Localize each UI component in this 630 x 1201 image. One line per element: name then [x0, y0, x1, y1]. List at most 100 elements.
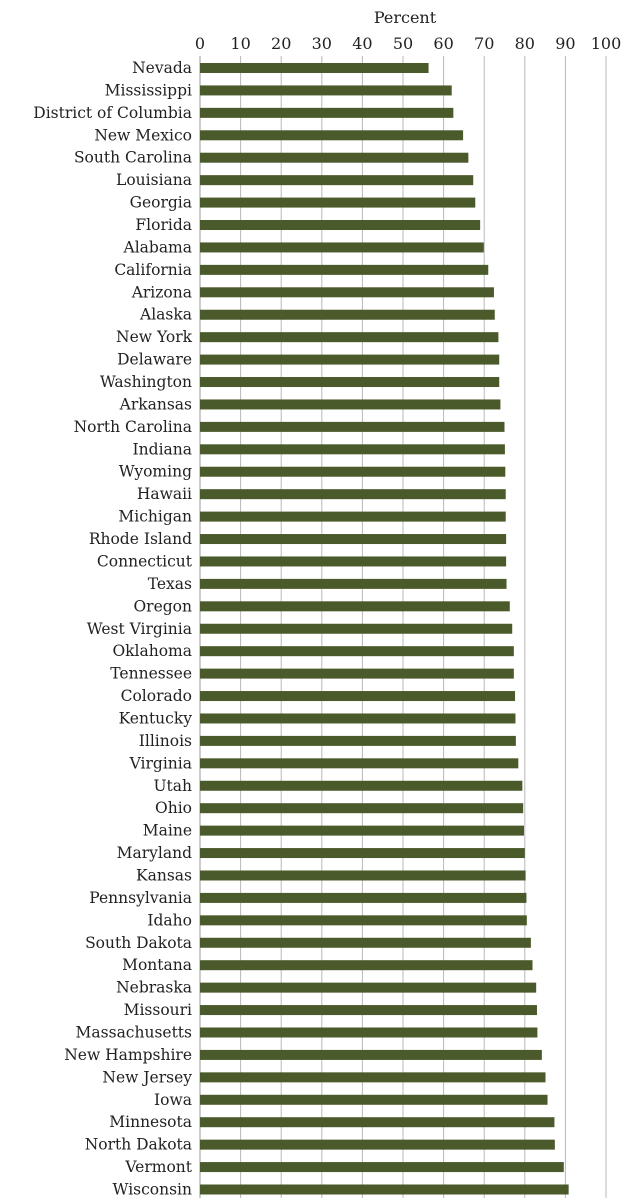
bar	[200, 691, 516, 702]
category-label: Hawaii	[137, 485, 192, 503]
bar	[200, 309, 495, 320]
category-label: Wisconsin	[113, 1181, 192, 1199]
x-axis-title: Percent	[374, 8, 437, 27]
category-label: Delaware	[117, 351, 192, 369]
bar	[200, 107, 454, 118]
category-label: Oklahoma	[112, 642, 192, 660]
bar	[200, 421, 505, 432]
bar	[200, 377, 500, 388]
category-labels: Nevada Mississippi District of Columbia New…	[33, 59, 192, 1199]
bar	[200, 825, 524, 836]
bars	[200, 63, 569, 1195]
category-label: Maryland	[117, 844, 192, 862]
bar	[200, 220, 481, 231]
bar	[200, 578, 507, 589]
x-tick-label: 20	[271, 34, 291, 53]
category-label: Michigan	[118, 508, 192, 526]
bar	[200, 1027, 538, 1038]
category-label: Kansas	[136, 866, 192, 884]
bar	[200, 130, 464, 141]
bar	[200, 937, 531, 948]
x-tick-label: 0	[195, 34, 205, 53]
bar	[200, 332, 499, 343]
category-label: Vermont	[124, 1158, 192, 1176]
bar	[200, 1139, 555, 1150]
x-tick-labels: 0 10 20 30 40 50 60 70 80 90 100	[195, 34, 621, 53]
bar	[200, 197, 476, 208]
bar	[200, 1005, 537, 1016]
bar	[200, 870, 526, 881]
bar	[200, 646, 514, 657]
category-label: Virginia	[129, 754, 192, 772]
bar	[200, 63, 429, 73]
bar	[200, 556, 507, 567]
x-tick-label: 30	[312, 34, 332, 53]
category-label: Alaska	[139, 306, 192, 324]
category-label: Massachusetts	[76, 1023, 192, 1041]
category-label: South Dakota	[85, 934, 192, 952]
bar	[200, 466, 506, 477]
category-label: Tennessee	[110, 665, 192, 683]
category-label: West Virginia	[87, 620, 192, 638]
category-label: Louisiana	[116, 171, 192, 189]
category-label: Colorado	[121, 687, 192, 705]
bar	[200, 1072, 546, 1083]
bar	[200, 175, 474, 186]
category-label: Wyoming	[119, 463, 192, 481]
bar	[200, 915, 527, 926]
category-label: Arizona	[131, 283, 192, 301]
x-tick-label: 60	[433, 34, 453, 53]
bar	[200, 399, 501, 410]
category-label: Idaho	[147, 911, 192, 929]
bar	[200, 601, 510, 612]
bar	[200, 982, 537, 993]
category-label: Illinois	[139, 732, 192, 750]
category-label: Minnesota	[109, 1113, 192, 1131]
bar	[200, 623, 513, 634]
bar	[200, 354, 500, 365]
category-label: Kentucky	[119, 709, 193, 727]
bar	[200, 534, 507, 545]
x-tick-label: 90	[555, 34, 575, 53]
category-label: Connecticut	[97, 552, 193, 570]
bar	[200, 511, 506, 522]
category-label: Oregon	[133, 597, 192, 615]
category-label: Utah	[153, 777, 192, 795]
category-label: South Carolina	[74, 149, 192, 167]
x-tick-label: 50	[393, 34, 413, 53]
x-tick-label: 40	[352, 34, 372, 53]
category-label: California	[114, 261, 192, 279]
x-tick-label: 70	[474, 34, 494, 53]
category-label: Mississippi	[105, 81, 192, 99]
category-label: Nevada	[132, 59, 192, 77]
bar	[200, 287, 494, 298]
category-label: Indiana	[133, 440, 192, 458]
category-label: Rhode Island	[89, 530, 192, 548]
bar	[200, 1049, 542, 1060]
category-label: New York	[116, 328, 193, 346]
bar	[200, 1162, 564, 1173]
category-label: Arkansas	[119, 395, 192, 413]
x-tick-label: 100	[591, 34, 622, 53]
category-label: Florida	[135, 216, 192, 234]
bar	[200, 1094, 548, 1105]
category-label: New Hampshire	[64, 1046, 192, 1064]
bar	[200, 152, 469, 163]
bar	[200, 758, 519, 769]
bar	[200, 242, 484, 253]
bar	[200, 803, 524, 814]
category-label: Georgia	[130, 194, 192, 212]
bar	[200, 264, 489, 275]
bar	[200, 735, 516, 746]
category-label: Iowa	[154, 1091, 192, 1109]
bar	[200, 444, 505, 455]
category-label: Montana	[122, 956, 192, 974]
category-label: North Dakota	[85, 1136, 192, 1154]
bar	[200, 892, 527, 903]
category-label: New Mexico	[94, 126, 192, 144]
category-label: Maine	[143, 822, 192, 840]
bar	[200, 85, 452, 96]
category-label: Ohio	[155, 799, 192, 817]
x-tick-label: 80	[515, 34, 535, 53]
